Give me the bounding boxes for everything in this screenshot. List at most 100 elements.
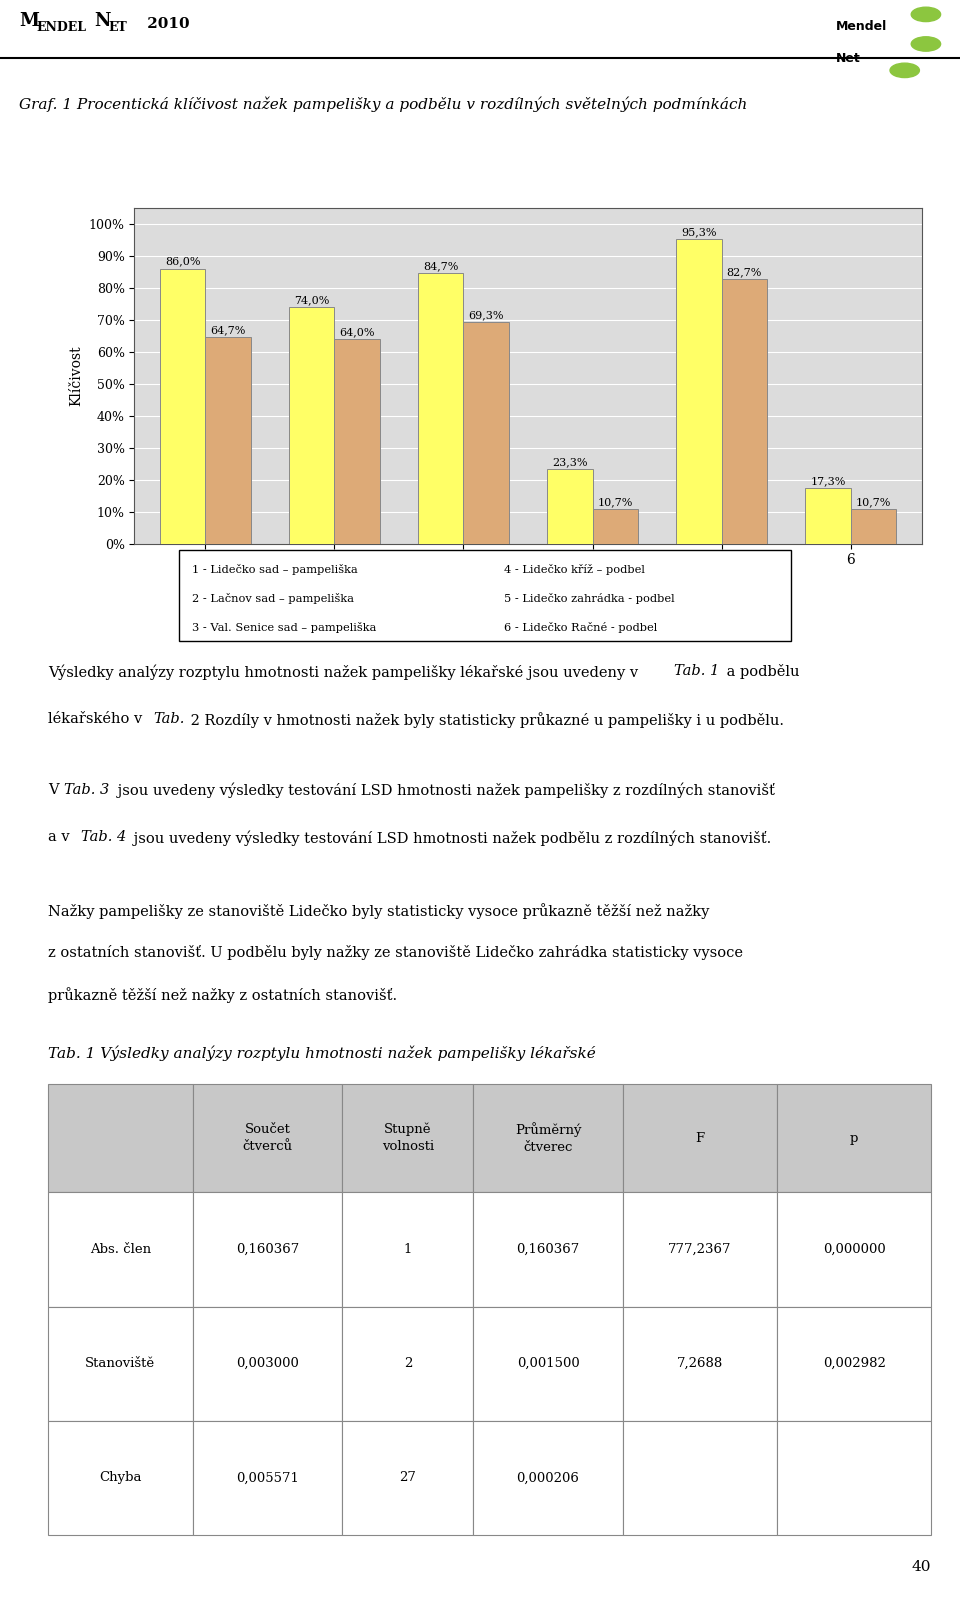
Text: 2: 2 — [403, 1358, 412, 1370]
Bar — [193, 1193, 343, 1306]
Bar — [592, 510, 637, 544]
Bar — [473, 1193, 623, 1306]
Text: 10,7%: 10,7% — [597, 497, 633, 507]
Y-axis label: Klíčivost: Klíčivost — [69, 345, 84, 406]
Text: Tab. 1 Výsledky analýzy rozptylu hmotnosti nažek pampelišky lékařské: Tab. 1 Výsledky analýzy rozptylu hmotnos… — [48, 1046, 596, 1062]
Text: 777,2367: 777,2367 — [668, 1242, 732, 1255]
Text: 6 - Lidečko Račné - podbel: 6 - Lidečko Račné - podbel — [504, 622, 657, 633]
Text: Graf. 1 Procentická klíčivost nažek pampelišky a podbělu v rozdílných světelných: Graf. 1 Procentická klíčivost nažek pamp… — [19, 96, 748, 112]
Bar — [193, 1306, 343, 1422]
Text: 0,003000: 0,003000 — [236, 1358, 300, 1370]
Text: Tab. 1: Tab. 1 — [674, 664, 719, 678]
Bar — [343, 1193, 473, 1306]
Text: 0,160367: 0,160367 — [236, 1242, 300, 1255]
Text: 1: 1 — [403, 1242, 412, 1255]
Text: Nažky pampelišky ze stanoviště Lidečko byly statisticky vysoce průkazně těžší ne: Nažky pampelišky ze stanoviště Lidečko b… — [48, 903, 709, 918]
Text: 0,001500: 0,001500 — [516, 1358, 580, 1370]
Circle shape — [911, 6, 941, 22]
Bar — [473, 1422, 623, 1535]
Text: 2010: 2010 — [142, 18, 190, 32]
Text: lékařského v: lékařského v — [48, 712, 147, 726]
Text: 5 - Lidečko zahrádka - podbel: 5 - Lidečko zahrádka - podbel — [504, 593, 674, 604]
Text: Tab. 4: Tab. 4 — [81, 830, 126, 844]
Bar — [805, 488, 851, 544]
Bar — [48, 1193, 193, 1306]
Text: 3 - Val. Senice sad – pampeliška: 3 - Val. Senice sad – pampeliška — [191, 622, 376, 633]
Text: 74,0%: 74,0% — [294, 296, 329, 305]
Text: 0,000206: 0,000206 — [516, 1471, 580, 1484]
Bar — [343, 1084, 473, 1193]
Text: 23,3%: 23,3% — [552, 457, 588, 467]
Text: F: F — [695, 1132, 705, 1145]
Text: 84,7%: 84,7% — [423, 261, 459, 270]
Text: Abs. člen: Abs. člen — [90, 1242, 151, 1255]
Bar — [777, 1306, 931, 1422]
Text: 0,000000: 0,000000 — [823, 1242, 885, 1255]
Bar — [48, 1084, 193, 1193]
Bar — [289, 307, 334, 544]
Bar — [547, 469, 592, 544]
Text: Průměrný
čtverec: Průměrný čtverec — [515, 1122, 581, 1154]
Text: 1 - Lidečko sad – pampeliška: 1 - Lidečko sad – pampeliška — [191, 564, 357, 576]
Text: p: p — [850, 1132, 858, 1145]
Text: 7,2688: 7,2688 — [677, 1358, 723, 1370]
Text: Tab. 3: Tab. 3 — [64, 782, 109, 796]
Text: 0: 0 — [924, 10, 928, 19]
Text: ET: ET — [108, 21, 128, 34]
Bar — [623, 1084, 777, 1193]
Bar — [851, 510, 896, 544]
Text: 82,7%: 82,7% — [727, 267, 762, 277]
Text: jsou uvedeny výsledky testování LSD hmotnosti nažek pampelišky z rozdílných stan: jsou uvedeny výsledky testování LSD hmot… — [113, 782, 775, 798]
Bar — [777, 1422, 931, 1535]
Text: 2 Rozdíly v hmotnosti nažek byly statisticky průkazné u pampelišky i u podbělu.: 2 Rozdíly v hmotnosti nažek byly statist… — [186, 712, 784, 728]
Text: 2 - Lačnov sad – pampeliška: 2 - Lačnov sad – pampeliška — [191, 593, 353, 604]
Bar — [419, 273, 464, 544]
Bar — [464, 321, 509, 544]
Bar — [722, 280, 767, 544]
Bar — [193, 1422, 343, 1535]
Text: 64,7%: 64,7% — [210, 325, 246, 334]
Text: N: N — [94, 13, 110, 30]
Bar — [160, 269, 205, 544]
Bar — [777, 1193, 931, 1306]
Text: a v: a v — [48, 830, 74, 844]
Text: 27: 27 — [399, 1471, 417, 1484]
Text: 2: 2 — [901, 66, 907, 75]
Text: Tab.: Tab. — [154, 712, 185, 726]
Text: 69,3%: 69,3% — [468, 310, 504, 320]
Text: 4 - Lidečko kříž – podbel: 4 - Lidečko kříž – podbel — [504, 564, 644, 576]
Legend: světlo, tma: světlo, tma — [443, 612, 613, 638]
Bar — [473, 1084, 623, 1193]
Bar — [343, 1306, 473, 1422]
Text: 0,005571: 0,005571 — [236, 1471, 300, 1484]
Text: 17,3%: 17,3% — [810, 477, 846, 486]
Text: M: M — [19, 13, 39, 30]
Bar — [343, 1422, 473, 1535]
Bar — [777, 1084, 931, 1193]
Bar — [623, 1422, 777, 1535]
Bar — [473, 1306, 623, 1422]
Text: V: V — [48, 782, 63, 796]
Text: Net: Net — [836, 51, 861, 66]
X-axis label: Stanoviště: Stanoviště — [488, 576, 568, 590]
Text: 86,0%: 86,0% — [165, 257, 201, 267]
Text: ENDEL: ENDEL — [36, 21, 86, 34]
Text: 95,3%: 95,3% — [682, 227, 717, 237]
Text: Výsledky analýzy rozptylu hmotnosti nažek pampelišky lékařské jsou uvedeny v: Výsledky analýzy rozptylu hmotnosti naže… — [48, 664, 643, 680]
Text: a podbělu: a podbělu — [723, 664, 800, 680]
Text: 0,002982: 0,002982 — [823, 1358, 885, 1370]
Text: 0,160367: 0,160367 — [516, 1242, 580, 1255]
Text: Stupně
volnosti: Stupně volnosti — [382, 1122, 434, 1153]
Bar — [205, 337, 251, 544]
Bar — [623, 1193, 777, 1306]
Text: Součet
čtverců: Součet čtverců — [243, 1122, 293, 1153]
Text: průkazně těžší než nažky z ostatních stanovišť.: průkazně těžší než nažky z ostatních sta… — [48, 987, 397, 1003]
Text: Chyba: Chyba — [99, 1471, 142, 1484]
Bar — [623, 1306, 777, 1422]
Bar — [48, 1306, 193, 1422]
Bar — [193, 1084, 343, 1193]
Circle shape — [911, 37, 941, 51]
Text: Mendel: Mendel — [836, 19, 887, 34]
Bar — [48, 1422, 193, 1535]
Text: 64,0%: 64,0% — [339, 328, 374, 337]
